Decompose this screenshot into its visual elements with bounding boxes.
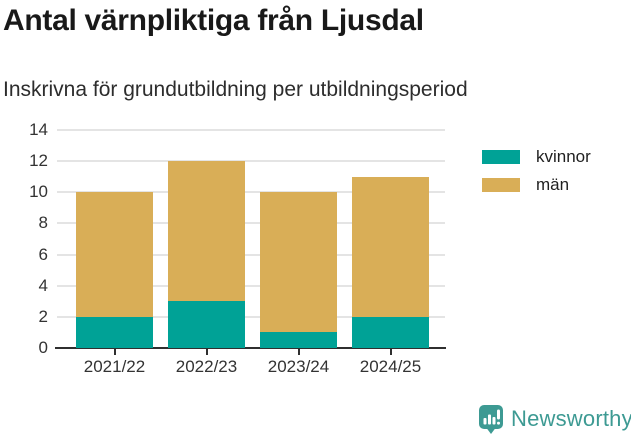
bar-segment-kvinnor-2021/22 [76,316,153,348]
x-tick-label: 2021/22 [83,357,146,376]
y-tick-label: 0 [38,338,48,357]
legend: kvinnor män [482,147,591,205]
legend-swatch [482,149,520,164]
legend-swatch [482,177,520,192]
chart-title: Antal värnpliktiga från Ljusdal [3,4,424,37]
bar-segment-män-2023/24 [260,192,337,333]
plot-area [57,129,445,348]
gridline [57,315,445,318]
x-axis-line [55,347,446,349]
y-tick-label: 8 [38,213,48,233]
newsworthy-logo: Newsworthy [478,403,631,435]
y-tick-label: 2 [38,306,48,326]
y-tick-label: 6 [38,244,48,264]
gridline [57,222,445,225]
x-tick-mark [113,349,116,355]
bar-segment-kvinnor-2024/25 [352,316,429,348]
y-tick-label: 4 [38,275,48,295]
bar-segment-kvinnor-2023/24 [260,332,337,348]
bar-segment-män-2024/25 [352,176,429,317]
gridline [57,160,445,163]
gridline [57,284,445,287]
bar-segment-män-2021/22 [76,192,153,317]
x-tick-mark [297,349,300,355]
x-tick-mark [205,349,208,355]
bar-segment-män-2022/23 [168,161,245,302]
legend-item-kvinnor: kvinnor [482,147,591,166]
newsworthy-logo-text: Newsworthy [511,406,631,431]
bar-segment-kvinnor-2022/23 [168,301,245,348]
gridline [57,129,445,131]
gridline [57,253,445,256]
bar-chart-badge-icon [479,405,503,434]
y-tick-label: 14 [29,120,48,139]
x-tick-mark [389,349,392,355]
legend-label: män [536,175,570,194]
y-tick-label: 10 [29,182,48,202]
y-tick-label: 12 [29,151,48,171]
x-tick-label: 2023/24 [267,357,330,376]
x-tick-label: 2024/25 [359,357,422,376]
gridline [57,191,445,194]
chart-subtitle: Inskrivna för grundutbildning per utbild… [3,78,468,101]
legend-item-män: män [482,175,591,194]
x-tick-label: 2022/23 [175,357,238,376]
legend-label: kvinnor [536,147,591,166]
